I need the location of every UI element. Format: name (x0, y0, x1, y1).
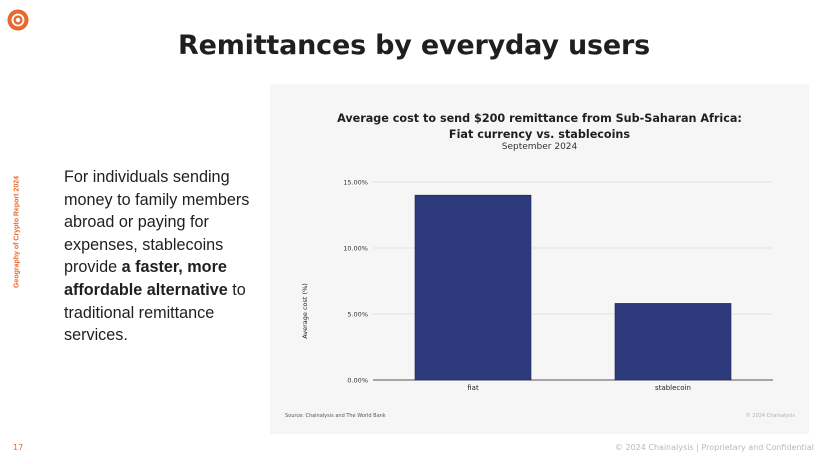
body-text: For individuals sending money to family … (64, 166, 264, 347)
bar-fiat (414, 194, 532, 381)
body-text-part1: For individuals sending money to family … (64, 168, 250, 277)
page-number: 17 (13, 443, 24, 452)
y-tick-label: 0.00% (347, 377, 368, 385)
y-tick-label: 10.00% (343, 245, 368, 253)
y-tick-label: 15.00% (343, 179, 368, 187)
chart-title: Average cost to send $200 remittance fro… (270, 111, 809, 143)
footer-text: © 2024 Chainalysis | Proprietary and Con… (614, 443, 814, 452)
x-tick-label: stablecoin (655, 384, 691, 392)
x-tick-label: fiat (467, 384, 479, 392)
body-text-bold: a faster, more affordable alternative (64, 258, 228, 299)
chart-title-line1: Average cost to send $200 remittance fro… (337, 112, 742, 125)
chart-source: Source: Chainalysis and The World Bank (285, 413, 386, 419)
report-side-label: Geography of Crypto Report 2024 (13, 175, 21, 289)
chart-panel: Average cost to send $200 remittance fro… (270, 84, 809, 434)
chainalysis-logo-icon (7, 9, 29, 31)
chart-copyright: © 2024 Chainalysis (745, 413, 795, 419)
chart-subtitle: September 2024 (501, 142, 578, 152)
body-text-part2: to traditional remittance services. (64, 280, 246, 345)
page-title: Remittances by everyday users (178, 30, 650, 61)
y-tick-label: 5.00% (347, 311, 368, 319)
chart-title-line2: Fiat currency vs. stablecoins (448, 128, 631, 141)
y-axis-label: Average cost (%) (301, 283, 309, 339)
bar-chart: 0.00% 5.00% 10.00% 15.00% fiat stablecoin Aver… (301, 179, 773, 392)
bar-stablecoin (614, 303, 732, 381)
